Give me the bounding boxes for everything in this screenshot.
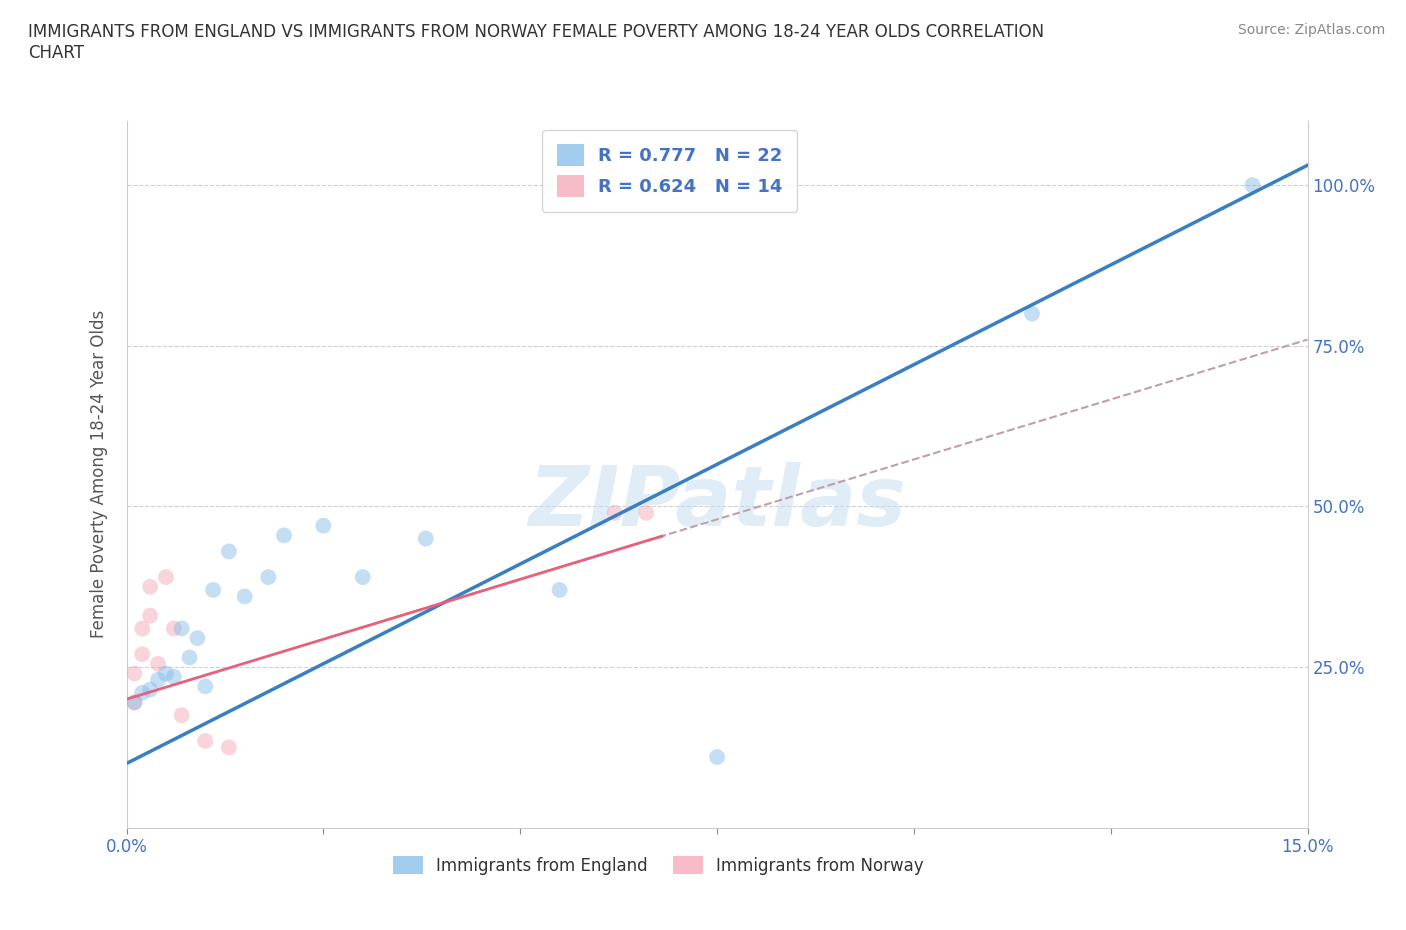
Point xyxy=(352,570,374,585)
Point xyxy=(233,589,256,604)
Y-axis label: Female Poverty Among 18-24 Year Olds: Female Poverty Among 18-24 Year Olds xyxy=(90,311,108,638)
Point xyxy=(194,679,217,694)
Point xyxy=(170,621,193,636)
Point xyxy=(257,570,280,585)
Point xyxy=(179,650,201,665)
Point xyxy=(548,582,571,597)
Point xyxy=(124,666,146,681)
Point xyxy=(131,646,153,661)
Point xyxy=(312,518,335,533)
Point xyxy=(124,695,146,710)
Legend: Immigrants from England, Immigrants from Norway: Immigrants from England, Immigrants from… xyxy=(384,848,932,883)
Point xyxy=(131,685,153,700)
Point xyxy=(155,570,177,585)
Point xyxy=(1241,178,1264,193)
Point xyxy=(415,531,437,546)
Point xyxy=(146,657,169,671)
Point xyxy=(139,608,162,623)
Point xyxy=(170,708,193,723)
Point xyxy=(163,670,186,684)
Point xyxy=(131,621,153,636)
Text: Source: ZipAtlas.com: Source: ZipAtlas.com xyxy=(1237,23,1385,37)
Point xyxy=(202,582,225,597)
Point xyxy=(706,750,728,764)
Point xyxy=(636,505,658,520)
Text: ZIPatlas: ZIPatlas xyxy=(529,462,905,543)
Point xyxy=(146,672,169,687)
Point xyxy=(1021,306,1043,321)
Point xyxy=(186,631,208,645)
Point xyxy=(273,528,295,543)
Point xyxy=(194,734,217,749)
Point xyxy=(139,579,162,594)
Point xyxy=(124,695,146,710)
Point xyxy=(163,621,186,636)
Point xyxy=(155,666,177,681)
Text: IMMIGRANTS FROM ENGLAND VS IMMIGRANTS FROM NORWAY FEMALE POVERTY AMONG 18-24 YEA: IMMIGRANTS FROM ENGLAND VS IMMIGRANTS FR… xyxy=(28,23,1045,62)
Point xyxy=(218,740,240,755)
Point xyxy=(218,544,240,559)
Point xyxy=(603,505,626,520)
Point xyxy=(139,682,162,697)
